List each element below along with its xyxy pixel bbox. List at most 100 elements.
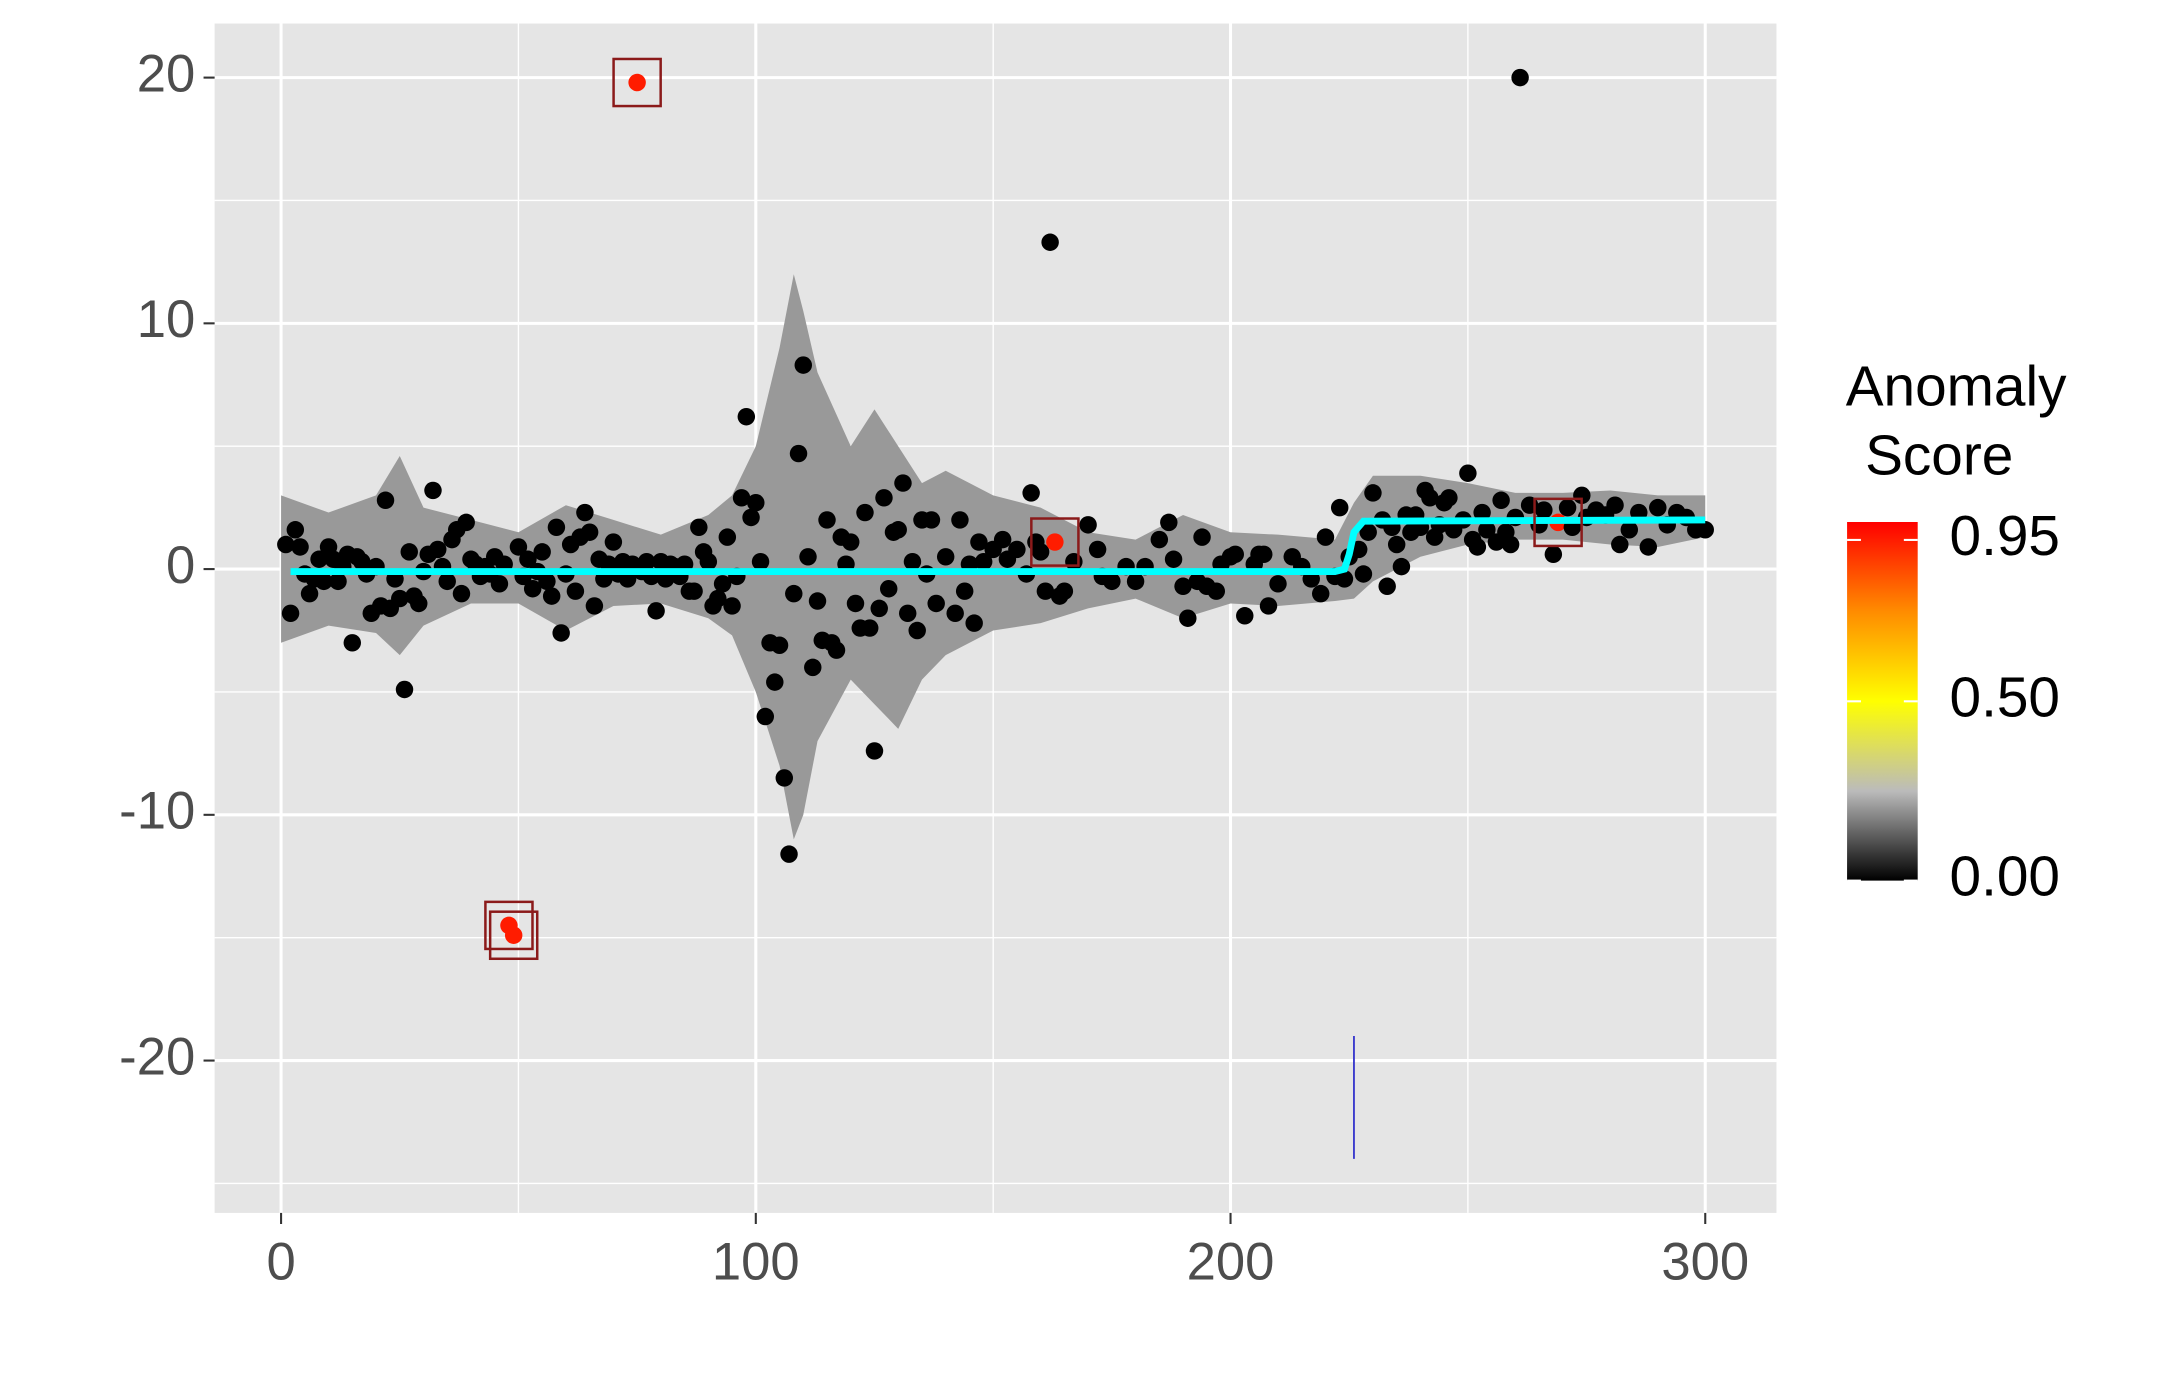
data-point <box>1378 577 1396 596</box>
data-point <box>637 552 656 571</box>
data-point <box>1354 565 1373 583</box>
data-point <box>395 680 414 699</box>
data-point <box>827 641 846 659</box>
data-point <box>875 489 893 507</box>
data-point <box>519 550 537 568</box>
data-point <box>955 582 974 600</box>
data-point <box>1421 489 1439 507</box>
data-point <box>343 634 362 652</box>
data-point <box>770 636 789 654</box>
data-point <box>1031 543 1050 561</box>
legend-label: 0.50 <box>1950 666 2060 729</box>
data-point <box>277 535 295 554</box>
data-point <box>410 594 428 613</box>
data-point <box>903 552 922 571</box>
data-point <box>604 533 623 551</box>
data-point <box>628 73 646 92</box>
data-point <box>1036 582 1055 600</box>
data-point <box>699 552 718 571</box>
data-point <box>300 584 319 603</box>
data-point <box>785 584 803 603</box>
data-point <box>329 572 347 591</box>
data-point <box>315 572 333 591</box>
data-point <box>842 533 860 551</box>
data-point <box>927 594 945 613</box>
data-point <box>552 624 570 642</box>
data-point <box>286 521 305 539</box>
data-point <box>490 575 509 593</box>
data-point <box>1492 491 1510 509</box>
data-point <box>870 599 888 618</box>
data-point <box>898 604 917 623</box>
data-point <box>1535 501 1553 519</box>
data-point <box>1269 575 1287 593</box>
fit-line <box>290 516 1706 576</box>
data-point <box>737 408 756 426</box>
data-point <box>889 521 907 539</box>
data-point <box>1478 521 1496 539</box>
data-point <box>965 614 983 632</box>
data-point <box>438 572 456 591</box>
data-point <box>970 533 988 551</box>
data-point <box>946 604 964 623</box>
data-point <box>576 503 594 522</box>
legend-title: Anomaly <box>1846 355 2067 418</box>
data-point <box>452 584 471 603</box>
data-point <box>1008 540 1026 559</box>
y-tick-label: -10 <box>119 782 195 841</box>
anomaly-box <box>612 57 662 108</box>
data-point <box>291 538 309 556</box>
data-point <box>1335 570 1354 588</box>
x-tick-label: 0 <box>266 1232 295 1291</box>
data-point <box>547 518 566 537</box>
data-point <box>1193 528 1211 546</box>
data-point <box>1459 464 1477 482</box>
data-point <box>310 550 328 568</box>
legend-title: Score <box>1865 425 2013 488</box>
data-point <box>799 548 817 566</box>
data-point <box>690 518 708 537</box>
data-point <box>742 508 760 527</box>
data-point <box>523 580 542 598</box>
data-point <box>538 572 556 591</box>
data-point <box>566 582 585 600</box>
data-point <box>1639 538 1658 556</box>
data-point <box>951 511 969 529</box>
data-point <box>1055 582 1074 600</box>
data-point <box>936 548 955 566</box>
data-point <box>429 540 447 559</box>
data-point <box>818 511 836 529</box>
data-point <box>1088 540 1107 559</box>
data-point <box>856 503 874 522</box>
data-point <box>1226 545 1244 564</box>
data-point <box>718 528 737 546</box>
data-point <box>1330 498 1349 517</box>
data-point <box>1606 496 1624 514</box>
data-point <box>1179 609 1197 627</box>
data-point <box>756 707 775 726</box>
data-point <box>1440 489 1458 507</box>
data-point <box>1364 484 1382 502</box>
data-point <box>509 538 528 556</box>
data-point <box>1544 545 1563 564</box>
data-point <box>1312 584 1330 603</box>
data-point <box>1103 572 1121 591</box>
data-point <box>1649 498 1667 517</box>
data-point <box>747 494 765 512</box>
data-point <box>993 530 1012 549</box>
data-point <box>1046 533 1064 551</box>
y-tick-label: 20 <box>137 44 196 103</box>
data-point <box>1041 233 1059 251</box>
y-tick-label: -20 <box>119 1027 195 1086</box>
data-point <box>1316 528 1335 546</box>
data-point <box>808 592 827 610</box>
data-point <box>457 513 475 532</box>
data-point <box>1236 607 1254 625</box>
data-point <box>1468 538 1487 556</box>
data-point <box>533 543 551 561</box>
anomaly-box <box>488 910 539 961</box>
data-point <box>580 523 599 541</box>
data-point <box>1501 535 1520 554</box>
